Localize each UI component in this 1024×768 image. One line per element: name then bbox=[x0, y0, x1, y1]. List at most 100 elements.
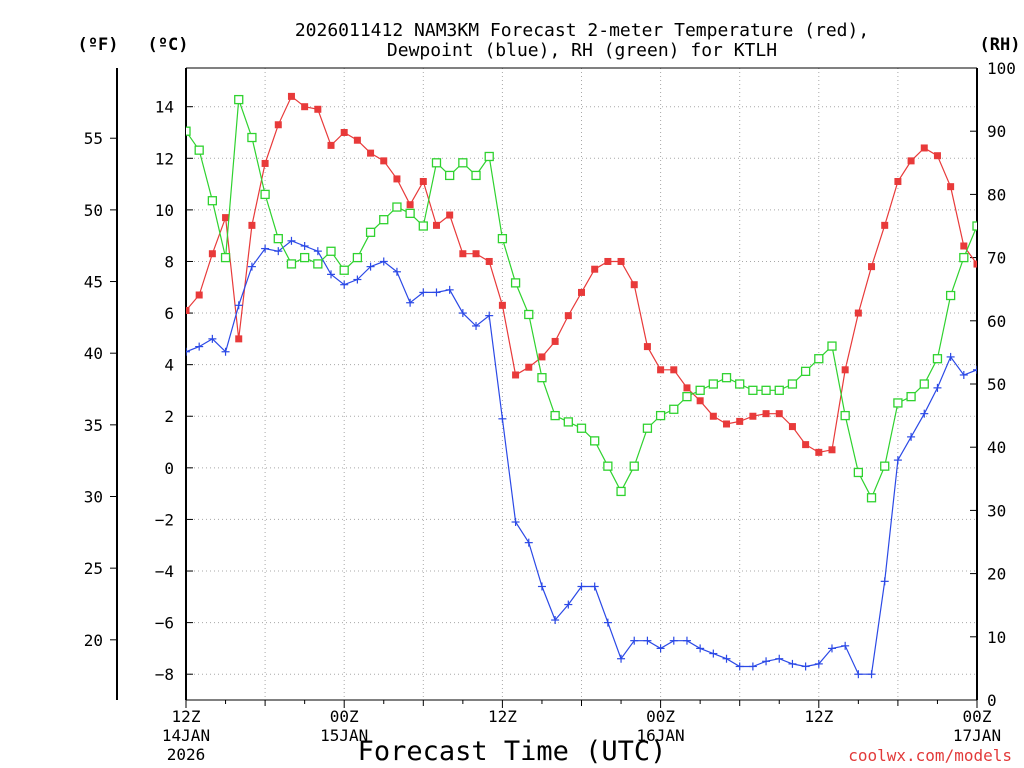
data-point bbox=[313, 259, 323, 269]
data-point bbox=[459, 250, 467, 258]
data-point bbox=[881, 221, 889, 229]
data-point bbox=[721, 373, 732, 383]
data-point bbox=[946, 352, 955, 361]
celsius-tick-label: −6 bbox=[155, 614, 174, 633]
data-point bbox=[972, 221, 977, 231]
chart-title-line1: 2026011412 NAM3KM Forecast 2-meter Tempe… bbox=[295, 20, 869, 41]
rh-tick-label: 0 bbox=[987, 691, 997, 710]
celsius-tick-label: 12 bbox=[155, 149, 174, 168]
x-tick-date-label: 15JAN bbox=[320, 726, 368, 745]
data-point bbox=[841, 366, 849, 374]
data-point bbox=[947, 183, 955, 191]
data-point bbox=[484, 151, 494, 162]
data-point bbox=[907, 432, 916, 441]
x-tick-label: 00Z bbox=[330, 707, 359, 726]
data-point bbox=[564, 312, 572, 320]
data-point bbox=[762, 410, 770, 418]
data-point bbox=[379, 257, 388, 266]
data-point bbox=[723, 420, 731, 428]
data-point bbox=[840, 410, 850, 421]
data-point bbox=[366, 262, 375, 271]
data-point bbox=[815, 448, 823, 456]
rh-tick-label: 50 bbox=[987, 375, 1006, 394]
data-point bbox=[353, 275, 362, 284]
data-point bbox=[208, 334, 217, 343]
data-point bbox=[261, 244, 270, 253]
data-point bbox=[286, 259, 297, 269]
data-point bbox=[616, 486, 626, 497]
data-point bbox=[708, 379, 718, 389]
data-point bbox=[814, 659, 823, 668]
data-point bbox=[814, 354, 824, 364]
data-point bbox=[748, 662, 757, 671]
data-point bbox=[788, 423, 796, 431]
data-point bbox=[234, 94, 244, 105]
unit-label-celsius: (ºC) bbox=[148, 35, 189, 55]
data-point bbox=[920, 144, 928, 152]
data-point bbox=[907, 157, 915, 165]
rh-tick-label: 100 bbox=[987, 59, 1016, 78]
data-point bbox=[380, 157, 388, 165]
data-point bbox=[801, 662, 810, 671]
data-point bbox=[551, 616, 560, 625]
x-tick-label: 12Z bbox=[804, 707, 833, 726]
data-point bbox=[339, 265, 349, 275]
data-point bbox=[682, 391, 692, 402]
data-point bbox=[446, 211, 454, 219]
data-point bbox=[748, 385, 758, 395]
data-point bbox=[194, 145, 204, 155]
data-point bbox=[866, 493, 877, 503]
data-point bbox=[247, 262, 256, 271]
data-point bbox=[327, 270, 336, 279]
data-point bbox=[537, 582, 546, 591]
fahrenheit-tick-label: 35 bbox=[84, 416, 103, 435]
rh-tick-label: 70 bbox=[987, 249, 1006, 268]
data-point bbox=[353, 136, 361, 144]
data-point bbox=[207, 196, 218, 206]
data-point bbox=[432, 221, 440, 229]
rh-tick-label: 20 bbox=[987, 565, 1006, 584]
data-point bbox=[827, 341, 837, 351]
data-point bbox=[709, 412, 717, 420]
data-point bbox=[775, 654, 784, 663]
data-point bbox=[524, 538, 533, 547]
data-point bbox=[643, 636, 652, 645]
data-point bbox=[960, 242, 968, 250]
data-point bbox=[656, 644, 665, 653]
data-point bbox=[617, 257, 625, 265]
data-point bbox=[973, 260, 977, 268]
data-point bbox=[959, 252, 969, 263]
data-point bbox=[186, 306, 190, 314]
x-tick-date-label: 16JAN bbox=[637, 726, 685, 745]
data-point bbox=[287, 92, 295, 100]
data-point bbox=[880, 577, 889, 586]
grid-lines bbox=[186, 68, 977, 700]
data-point bbox=[220, 252, 231, 263]
data-point bbox=[774, 385, 784, 395]
data-point bbox=[393, 175, 401, 183]
data-point bbox=[392, 267, 401, 276]
fahrenheit-tick-label: 20 bbox=[84, 631, 103, 650]
data-point bbox=[709, 649, 718, 658]
data-point bbox=[273, 233, 283, 244]
series-line bbox=[186, 95, 977, 454]
data-point bbox=[314, 105, 322, 113]
data-point bbox=[510, 278, 521, 288]
x-tick-label: 12Z bbox=[488, 707, 517, 726]
data-point bbox=[749, 412, 757, 420]
rh-tick-label: 90 bbox=[987, 122, 1006, 141]
data-point bbox=[643, 343, 651, 351]
data-point bbox=[498, 414, 507, 423]
fahrenheit-tick-label: 50 bbox=[84, 201, 103, 220]
fahrenheit-tick-label: 25 bbox=[84, 559, 103, 578]
celsius-tick-label: −8 bbox=[155, 665, 174, 684]
data-point bbox=[590, 436, 600, 446]
data-point bbox=[195, 291, 203, 299]
data-point bbox=[841, 641, 850, 650]
series-line bbox=[186, 240, 977, 675]
data-point bbox=[274, 247, 283, 256]
data-point bbox=[578, 288, 585, 296]
x-tick-label: 00Z bbox=[646, 707, 675, 726]
data-point bbox=[854, 309, 862, 317]
unit-label-rh: (RH) bbox=[980, 35, 1021, 55]
